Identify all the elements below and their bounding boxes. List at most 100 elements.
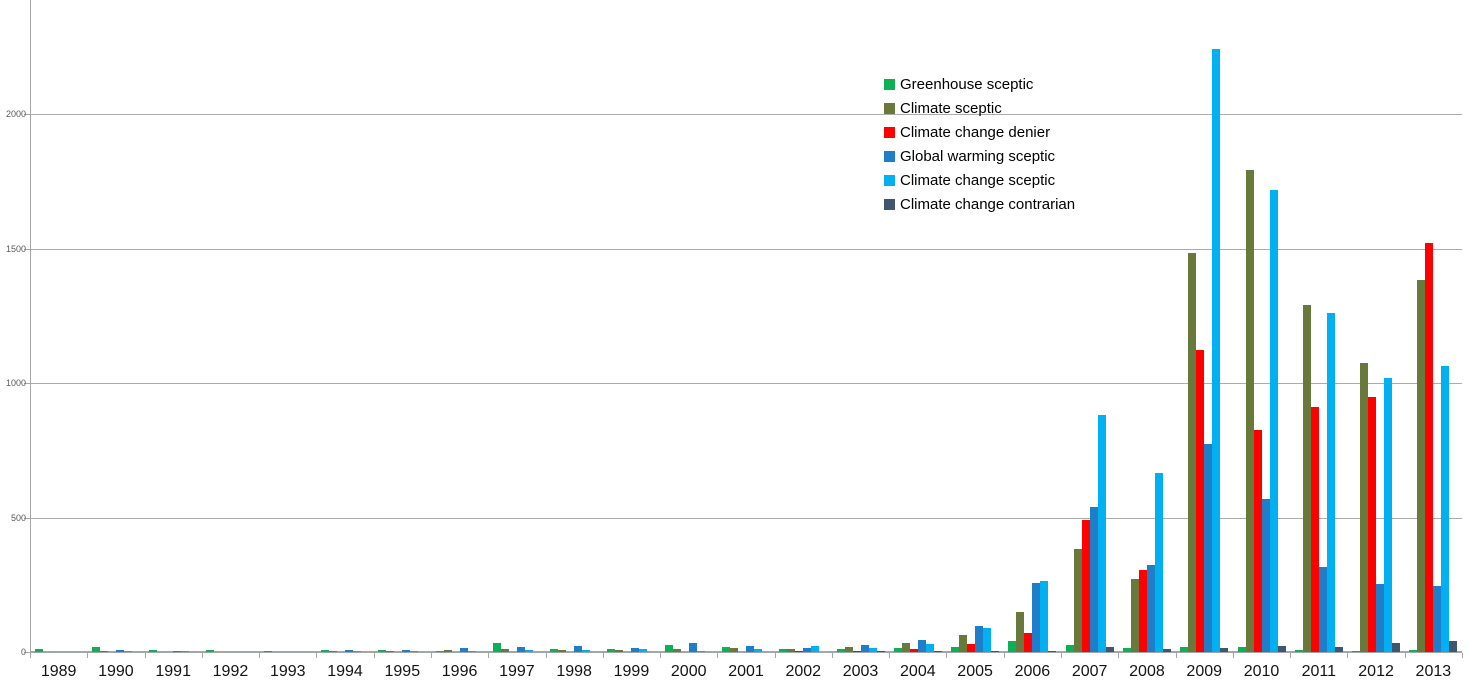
legend-item: Climate change contrarian [884, 196, 1075, 213]
bar [1024, 633, 1033, 652]
bar [345, 649, 354, 652]
bar [1089, 506, 1098, 652]
bar [917, 640, 926, 652]
bar [1392, 642, 1401, 652]
bar [516, 646, 525, 652]
bar [1417, 279, 1426, 652]
x-tick-mark [660, 653, 662, 658]
bar [1310, 407, 1319, 652]
legend-swatch-icon [884, 175, 895, 186]
y-axis-tick-label: 1000 [5, 378, 26, 389]
bar-group-2012 [1347, 0, 1404, 652]
legend-label: Greenhouse sceptic [900, 76, 1034, 93]
bar-group-1995 [374, 0, 431, 652]
bar-group-2013 [1405, 0, 1462, 652]
x-tick-mark [889, 653, 891, 658]
bar [1384, 377, 1393, 652]
bar [353, 651, 362, 652]
bar [811, 646, 820, 652]
bar [1073, 548, 1082, 652]
bar [1008, 641, 1017, 652]
bar [1376, 584, 1385, 652]
bar [459, 647, 468, 652]
bar [467, 651, 476, 652]
gridline-1500 [30, 248, 1462, 250]
x-tick-mark [201, 653, 203, 658]
bar [263, 651, 272, 652]
bar [1154, 473, 1163, 652]
x-axis-line [30, 651, 1462, 653]
bar [1040, 580, 1049, 652]
bar [91, 647, 100, 652]
bar [893, 647, 902, 652]
bar-group-2003 [832, 0, 889, 652]
bar [1261, 498, 1270, 652]
legend-swatch-icon [884, 103, 895, 114]
x-tick-mark [1061, 653, 1063, 658]
bar [951, 646, 960, 652]
x-axis-tick-label: 2010 [1243, 663, 1280, 680]
x-tick-mark [430, 653, 432, 658]
legend-item: Climate change denier [884, 124, 1075, 141]
bar [1368, 396, 1377, 652]
x-tick-mark [946, 653, 948, 658]
bar-group-1992 [202, 0, 259, 652]
x-tick-mark [1118, 653, 1120, 658]
bar-group-2006 [1004, 0, 1061, 652]
legend-label: Climate change contrarian [900, 196, 1076, 213]
bar [1294, 649, 1303, 652]
legend: Greenhouse sceptic Climate sceptic Climate… [884, 76, 1075, 213]
bar [959, 634, 968, 652]
x-axis-tick-label: 1989 [40, 663, 77, 680]
x-axis-tick-label: 1990 [98, 663, 134, 680]
bar [321, 649, 330, 652]
y-tick-mark [24, 114, 30, 116]
bar [868, 647, 877, 652]
bar [1162, 648, 1171, 652]
bar [1269, 189, 1278, 652]
x-axis-tick-label: 2009 [1186, 663, 1223, 680]
bar [672, 648, 681, 652]
legend-item: Greenhouse sceptic [884, 76, 1075, 93]
x-tick-mark [717, 653, 719, 658]
bar-group-2000 [660, 0, 717, 652]
bar [99, 651, 108, 652]
x-axis-tick-label: 2003 [842, 663, 879, 680]
bar [402, 649, 411, 652]
legend-swatch-icon [884, 127, 895, 138]
x-tick-mark [545, 653, 547, 658]
bar [983, 627, 992, 652]
x-axis-tick-label: 2004 [900, 663, 936, 680]
bar [639, 648, 648, 652]
bar [607, 648, 616, 652]
bar [1204, 443, 1213, 652]
bar-group-2010 [1233, 0, 1290, 652]
bar [492, 643, 501, 652]
bar [206, 650, 215, 652]
bar [909, 649, 918, 652]
x-tick-mark [1404, 653, 1406, 658]
bar-group-2004 [889, 0, 946, 652]
bar [582, 650, 591, 652]
bar [1237, 647, 1246, 652]
gridline-1000 [30, 383, 1462, 385]
bar [1130, 579, 1139, 652]
x-axis-tick-label: 1995 [384, 663, 421, 680]
bar [1302, 305, 1311, 652]
bar [729, 647, 738, 652]
x-axis-tick-label: 2000 [670, 663, 707, 680]
y-tick-mark [24, 248, 30, 250]
y-axis-tick-label: 1500 [5, 243, 26, 254]
bar-group-2001 [717, 0, 774, 652]
bar [1097, 415, 1106, 652]
x-tick-mark [373, 653, 375, 658]
bar [1146, 564, 1155, 652]
bar [745, 646, 754, 652]
bar [860, 645, 869, 652]
bar [1318, 567, 1327, 652]
bar [1441, 365, 1450, 652]
y-tick-mark [24, 652, 30, 653]
bar [787, 648, 796, 652]
bar [901, 642, 910, 652]
